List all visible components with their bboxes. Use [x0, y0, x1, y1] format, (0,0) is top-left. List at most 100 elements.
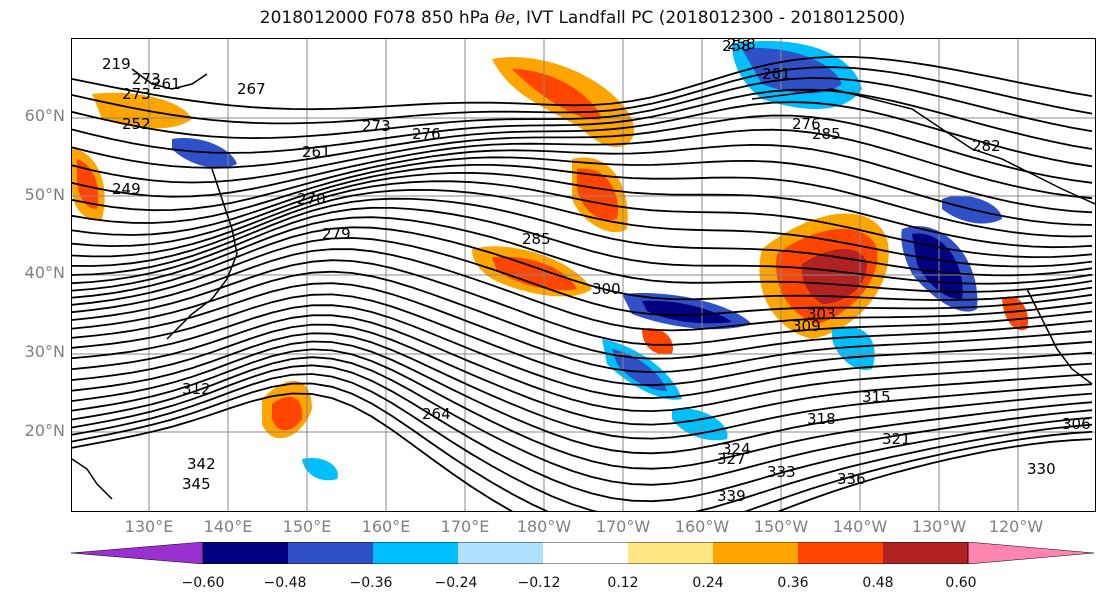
coastlines [72, 68, 1095, 500]
lon-label-150e: 150°E [282, 517, 332, 536]
theta-e-contour [72, 364, 1093, 503]
contour-label: 273 [362, 117, 391, 135]
contour-label: 252 [122, 115, 151, 133]
theta-e-contour [72, 282, 1093, 374]
theta-e-contour [72, 340, 1093, 455]
theta-e-contour [72, 77, 1093, 140]
contour-label: 279 [322, 225, 351, 243]
lon-label-130e: 130°E [124, 517, 174, 536]
contour-label: 318 [807, 410, 836, 428]
contour-label: 267 [237, 80, 266, 98]
theta-e-contour [72, 55, 1093, 111]
theta-e-contour [72, 114, 1093, 184]
contour-label: 339 [717, 487, 746, 505]
theta-e-contour [72, 128, 1093, 200]
contour-label: 261 [762, 65, 791, 83]
lon-label-140e: 140°E [203, 517, 253, 536]
lon-label-170w: 170°W [595, 517, 651, 536]
contour-label: 219 [102, 55, 131, 73]
colorbar-bin [458, 542, 543, 564]
colorbar-bin [713, 542, 798, 564]
theta-e-contour [72, 101, 1093, 169]
theta-e-contour [72, 248, 1093, 332]
contour-label: 312 [182, 380, 211, 398]
title-suffix: , IVT Landfall PC (2018012300 - 20180125… [515, 8, 906, 28]
colorbar-tick: 0.12 [607, 575, 639, 591]
title-prefix: 2018012000 F078 850 hPa [259, 8, 495, 28]
contour-label: 306 [1062, 415, 1091, 433]
contour-label: 276 [792, 115, 821, 133]
lon-label-120w: 120°W [988, 517, 1044, 536]
colorbar-tick: 0.48 [862, 575, 894, 591]
theta-e-contour [72, 323, 1093, 426]
contour-label: 327 [717, 450, 746, 468]
contour-label: 273 [122, 85, 151, 103]
contour-label: 342 [187, 455, 216, 473]
contour-label: 333 [767, 463, 796, 481]
contour-label: 261 [302, 143, 331, 161]
colorbar-tick: 0.24 [692, 575, 724, 591]
colorbar-tick: −0.36 [349, 575, 393, 591]
contour-label: 336 [837, 470, 866, 488]
theta-e-contour [72, 197, 1093, 277]
contour-label: 300 [592, 280, 621, 298]
lat-label-20n: 20°N [24, 421, 65, 440]
colorbar-bin [543, 542, 628, 564]
lat-label-50n: 50°N [24, 185, 65, 204]
theta-e-contour [72, 356, 1093, 486]
contour-label: 258 [727, 39, 756, 53]
theta-e-contour [72, 180, 1093, 259]
lon-label-140w: 140°W [832, 517, 888, 536]
contour-label: 285 [812, 125, 841, 143]
theta-e-symbol: θe [494, 8, 516, 28]
contour-labels: 219 261 252 249 258 267 273 276 261 270 279 285 300 3… [102, 39, 1091, 505]
colorbar-tick: 0.60 [945, 575, 977, 591]
theta-e-contour [72, 206, 1093, 285]
theta-e-contour [72, 143, 1093, 214]
theta-e-contour [72, 216, 1093, 293]
theta-e-contour [72, 259, 1093, 346]
contour-label: 285 [522, 230, 551, 248]
colorbar-bin [203, 542, 288, 564]
colorbar-tick: −0.48 [263, 575, 307, 591]
theta-e-contour [72, 171, 1093, 249]
theta-e-contour [72, 236, 1093, 317]
colorbar-extend-low [71, 542, 204, 564]
lon-label-160w: 160°W [674, 517, 730, 536]
colorbar-extend-high [967, 542, 1094, 564]
colorbar-tick: −0.12 [517, 575, 561, 591]
theta-e-contour [72, 270, 1093, 360]
lon-label-160e: 160°E [361, 517, 411, 536]
theta-e-contour [72, 164, 1093, 238]
contour-label: 258 [722, 39, 751, 55]
contour-label: 270 [297, 190, 326, 208]
lat-label-40n: 40°N [24, 263, 65, 282]
theta-e-contour [72, 392, 1093, 511]
lat-label-30n: 30°N [24, 342, 65, 361]
contour-label: 315 [862, 388, 891, 406]
theta-e-contour [72, 66, 1093, 125]
colorbar-bin [883, 542, 968, 564]
contour-label: 261 [152, 75, 181, 93]
contour-label: 345 [182, 475, 211, 493]
colorbar-outline [202, 542, 969, 564]
lon-label-170e: 170°E [440, 517, 490, 536]
contour-label: 276 [412, 125, 441, 143]
theta-e-contour [72, 156, 1093, 226]
colorbar-tick: −0.60 [181, 575, 225, 591]
theta-e-contour [72, 373, 1093, 511]
colorbar [71, 542, 1094, 564]
theta-e-contour [72, 348, 1093, 470]
theta-e-contours [72, 55, 1093, 511]
contour-label: 330 [1027, 460, 1056, 478]
theta-e-contour [72, 314, 1093, 413]
map-title: 2018012000 F078 850 hPa θe, IVT Landfall… [0, 8, 1105, 28]
theta-e-contour [72, 88, 1093, 154]
lon-label-150w: 150°W [753, 517, 809, 536]
positive-anomaly-shading [72, 57, 1028, 439]
contour-label: 249 [112, 180, 141, 198]
theta-e-contour [72, 226, 1093, 301]
contour-label: 324 [722, 440, 751, 458]
contour-label: 273 [132, 70, 161, 88]
theta-e-contour [72, 332, 1093, 440]
